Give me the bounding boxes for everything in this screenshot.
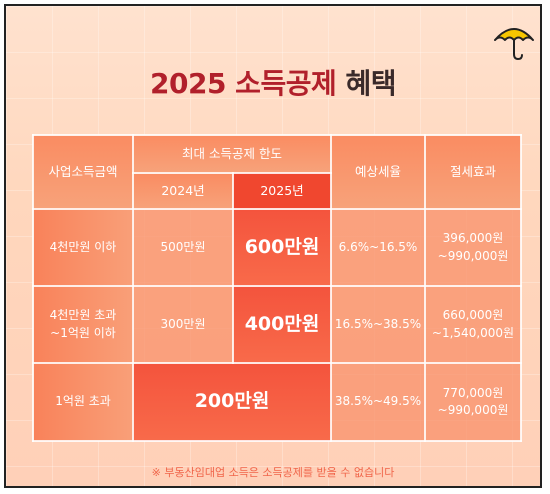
row-tax-rate: 16.5%~38.5% [330, 285, 427, 364]
header-max-deduction: 최대 소득공제 한도 [131, 134, 333, 174]
row-income-label: 4천만원 초과 ~1억원 이하 [32, 285, 134, 364]
title-main: 2025 소득공제 [150, 67, 337, 100]
table-row: 4천만원 이하 500만원 600만원 6.6%~16.5% 396,000원 … [32, 208, 523, 287]
table-row: 4천만원 초과 ~1억원 이하 300만원 400만원 16.5%~38.5% … [32, 285, 523, 364]
row-tax-saving: 660,000원 ~1,540,000원 [424, 285, 523, 364]
income-label-line: 4천만원 초과 [49, 308, 117, 323]
row-deduction-2025: 400만원 [231, 285, 333, 364]
tax-saving-line: ~1,540,000원 [431, 325, 515, 340]
row-deduction-2025: 600만원 [231, 208, 333, 287]
header-business-income: 사업소득금액 [32, 134, 134, 210]
row-deduction-2024: 500만원 [132, 208, 234, 287]
header-year-2025: 2025년 [231, 172, 333, 210]
title-sub: 혜택 [345, 67, 396, 100]
umbrella-icon [494, 28, 534, 61]
table-row: 1억원 초과 200만원 38.5%~49.5% 770,000원 ~990,0… [32, 362, 523, 442]
row-tax-saving: 396,000원 ~990,000원 [424, 208, 523, 287]
deduction-table: 사업소득금액 최대 소득공제 한도 예상세율 절세효과 2024년 2025년 … [32, 134, 523, 442]
tax-saving-line: 770,000원 [442, 385, 504, 400]
row-income-label: 1억원 초과 [32, 362, 134, 442]
tax-saving-line: ~990,000원 [437, 403, 509, 417]
header-tax-saving: 절세효과 [424, 134, 523, 210]
row-tax-rate: 38.5%~49.5% [330, 362, 427, 442]
income-label-line: ~1억원 이하 [50, 325, 116, 340]
row-tax-saving: 770,000원 ~990,000원 [424, 362, 523, 442]
tax-saving-line: 660,000원 [442, 308, 504, 323]
tax-saving-line: 396,000원 [442, 231, 504, 246]
row-deduction-merged: 200만원 [131, 362, 333, 442]
row-income-label: 4천만원 이하 [32, 208, 134, 287]
infographic-frame: 2025 소득공제 혜택 사업소득금액 최대 소득공제 한도 예상세율 절세효과… [4, 4, 542, 488]
footnote: ※ 부동산임대업 소득은 소득공제를 받을 수 없습니다 [151, 466, 395, 479]
row-tax-rate: 6.6%~16.5% [330, 208, 427, 287]
page-title: 2025 소득공제 혜택 [6, 62, 540, 102]
header-expected-tax-rate: 예상세율 [330, 134, 427, 210]
row-deduction-2024: 300만원 [132, 285, 234, 364]
header-year-2024: 2024년 [132, 172, 234, 210]
tax-saving-line: ~990,000원 [437, 248, 509, 263]
